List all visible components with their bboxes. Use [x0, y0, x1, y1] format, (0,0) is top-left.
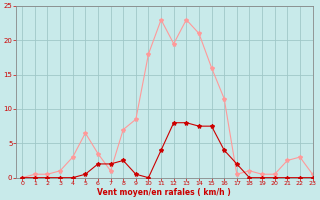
X-axis label: Vent moyen/en rafales ( km/h ): Vent moyen/en rafales ( km/h ) — [97, 188, 231, 197]
